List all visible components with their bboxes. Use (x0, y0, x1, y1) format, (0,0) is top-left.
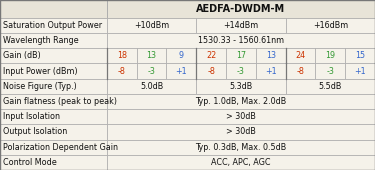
Text: > 30dB: > 30dB (226, 112, 256, 121)
Bar (107, 155, 375, 170)
Text: -3: -3 (237, 67, 245, 76)
Bar (196, 79, 286, 94)
Bar (166, 48, 196, 63)
Bar (0, 63, 107, 79)
Text: 17: 17 (236, 51, 246, 60)
Bar (286, 63, 315, 79)
Text: 19: 19 (325, 51, 335, 60)
Text: Output Isolation: Output Isolation (3, 128, 67, 137)
Text: ACC, APC, AGC: ACC, APC, AGC (211, 158, 271, 167)
Bar (226, 48, 256, 63)
Bar (345, 48, 375, 63)
Text: 5.5dB: 5.5dB (319, 82, 342, 91)
Text: Noise Figure (Typ.): Noise Figure (Typ.) (3, 82, 76, 91)
Text: Input Power (dBm): Input Power (dBm) (3, 67, 77, 76)
Bar (196, 18, 286, 33)
Bar (0, 79, 107, 94)
Text: 18: 18 (117, 51, 127, 60)
Text: AEDFA-DWDM-M: AEDFA-DWDM-M (196, 4, 285, 14)
Text: -8: -8 (207, 67, 215, 76)
Text: -3: -3 (326, 67, 334, 76)
Text: > 30dB: > 30dB (226, 128, 256, 137)
Bar (0, 94, 107, 109)
Bar (0, 155, 107, 170)
Bar (286, 18, 375, 33)
Bar (107, 0, 375, 18)
Bar (315, 48, 345, 63)
Bar (286, 79, 375, 94)
Text: -8: -8 (297, 67, 304, 76)
Bar (0, 33, 107, 48)
Text: Typ. 0.3dB, Max. 0.5dB: Typ. 0.3dB, Max. 0.5dB (195, 143, 286, 152)
Bar (315, 63, 345, 79)
Text: Polarization Dependent Gain: Polarization Dependent Gain (3, 143, 118, 152)
Bar (0, 124, 107, 140)
Bar (166, 63, 196, 79)
Text: Input Isolation: Input Isolation (3, 112, 60, 121)
Bar (107, 94, 375, 109)
Text: +10dBm: +10dBm (134, 21, 169, 30)
Text: 1530.33 - 1560.61nm: 1530.33 - 1560.61nm (198, 36, 284, 45)
Text: 13: 13 (266, 51, 276, 60)
Text: 5.0dB: 5.0dB (140, 82, 163, 91)
Bar (107, 48, 136, 63)
Text: Typ. 1.0dB, Max. 2.0dB: Typ. 1.0dB, Max. 2.0dB (195, 97, 286, 106)
Text: 24: 24 (296, 51, 306, 60)
Bar (107, 124, 375, 140)
Text: -8: -8 (118, 67, 126, 76)
Text: +1: +1 (265, 67, 276, 76)
Bar (136, 63, 166, 79)
Bar (256, 48, 286, 63)
Bar (107, 18, 196, 33)
Bar (107, 140, 375, 155)
Bar (0, 109, 107, 124)
Bar (107, 109, 375, 124)
Bar (196, 63, 226, 79)
Text: 5.3dB: 5.3dB (229, 82, 252, 91)
Bar (107, 33, 375, 48)
Text: -3: -3 (148, 67, 156, 76)
Bar (107, 63, 136, 79)
Bar (0, 0, 107, 18)
Text: +1: +1 (176, 67, 187, 76)
Text: Gain (dB): Gain (dB) (3, 51, 40, 60)
Text: +16dBm: +16dBm (313, 21, 348, 30)
Bar (136, 48, 166, 63)
Bar (107, 79, 196, 94)
Bar (226, 63, 256, 79)
Text: 15: 15 (355, 51, 365, 60)
Text: Saturation Output Power: Saturation Output Power (3, 21, 102, 30)
Bar (286, 48, 315, 63)
Text: 13: 13 (147, 51, 157, 60)
Text: Gain flatness (peak to peak): Gain flatness (peak to peak) (3, 97, 117, 106)
Text: Control Mode: Control Mode (3, 158, 56, 167)
Bar (0, 140, 107, 155)
Text: +14dBm: +14dBm (223, 21, 259, 30)
Text: +1: +1 (354, 67, 366, 76)
Bar (345, 63, 375, 79)
Bar (0, 48, 107, 63)
Bar (196, 48, 226, 63)
Bar (256, 63, 286, 79)
Text: 22: 22 (206, 51, 216, 60)
Text: Wavelength Range: Wavelength Range (3, 36, 78, 45)
Text: 9: 9 (179, 51, 184, 60)
Bar (0, 18, 107, 33)
